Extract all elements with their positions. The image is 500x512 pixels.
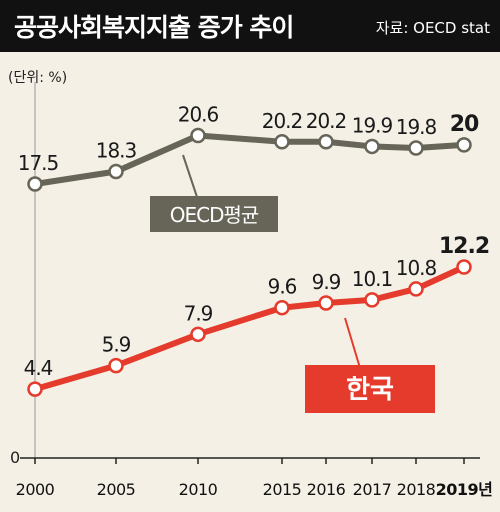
oecd-data-label: 19.9 [352,113,393,137]
oecd-data-label: 17.5 [18,151,59,175]
korea-point [364,292,380,308]
source-label: 자료: OECD stat [375,19,490,37]
oecd-callout-box [150,196,278,232]
header-bar: 공공사회복지지출 증가 추이 자료: OECD stat [0,0,500,52]
oecd-point [274,134,290,150]
korea-data-label: 9.6 [268,275,297,299]
oecd-data-label: 20.2 [262,109,303,133]
x-tick-label: 2016 [307,480,346,499]
y-zero-label: 0 [10,448,20,467]
korea-point [27,381,43,397]
oecd-point [190,127,206,144]
x-tick-label: 2017 [353,480,392,499]
unit-label: (단위: %) [8,70,68,86]
korea-data-label: 10.8 [396,256,437,280]
x-tick-label: 2018 [397,480,436,499]
oecd-point [456,137,472,153]
oecd-data-label: 19.8 [396,115,437,139]
x-tick-label: 2015 [263,480,302,499]
oecd-point [408,140,424,156]
korea-callout-box [305,365,435,413]
korea-callout-line [344,317,361,369]
oecd-series-name: OECD평균 [170,203,259,227]
korea-data-label: 4.4 [24,356,53,380]
oecd-point [364,138,380,155]
korea-point [408,281,424,297]
korea-point [318,295,334,311]
x-tick-label: 2010 [179,480,218,499]
oecd-data-label: 20.2 [306,109,347,133]
oecd-point [318,134,334,150]
korea-point [190,326,206,343]
oecd-callout-line [182,154,199,201]
korea-point [108,357,124,374]
oecd-point [108,163,124,180]
korea-data-label: 7.9 [184,301,213,325]
oecd-data-label: 18.3 [96,139,137,163]
oecd-data-label: 20.6 [178,102,219,126]
korea-data-label: 9.9 [312,270,341,294]
korea-data-label: 12.2 [439,234,489,259]
korea-series-name: 한국 [346,375,394,405]
oecd-data-label: 20 [450,112,479,137]
x-tick-label: 2019년 [436,480,493,499]
x-tick-label: 2005 [97,480,136,499]
korea-point [274,299,290,316]
x-tick-label: 2000 [16,480,55,499]
korea-point [456,259,472,275]
korea-data-label: 5.9 [102,333,131,357]
page-title: 공공사회복지지출 증가 추이 [14,13,294,42]
korea-data-label: 10.1 [352,267,393,291]
oecd-point [27,176,43,192]
